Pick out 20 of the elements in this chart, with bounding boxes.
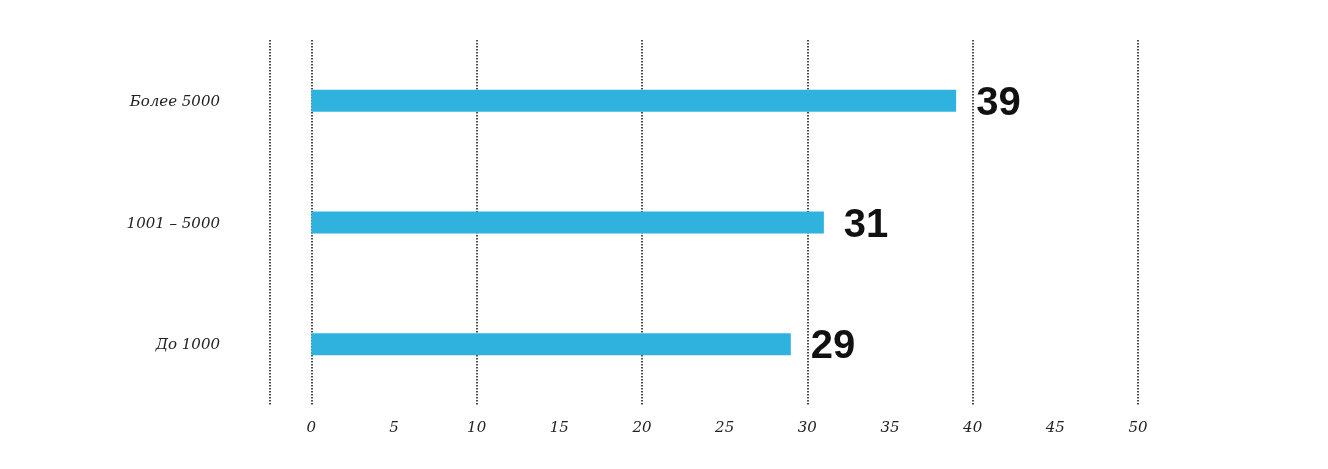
y-tick-label: До 1000 [154,335,221,354]
bar [311,333,791,356]
x-tick-label: 0 [306,417,317,436]
data-label: 29 [810,322,856,367]
bar [311,211,824,234]
x-tick-label: 5 [389,417,399,436]
y-tick-label: 1001 – 5000 [126,213,221,232]
x-tick-label: 15 [549,417,569,436]
data-label: 31 [843,200,889,245]
x-tick-label: 25 [714,417,735,436]
x-tick-label: 35 [880,417,900,436]
data-label: 39 [976,78,1021,123]
x-tick-label: 50 [1128,417,1148,436]
x-tick-label: 40 [962,417,983,436]
x-tick-label: 20 [631,417,652,436]
bar [311,89,957,112]
x-tick-label: 30 [797,417,818,436]
y-tick-label: Более 5000 [128,91,221,110]
x-tick-label: 45 [1044,417,1065,436]
x-tick-label: 10 [467,417,487,436]
